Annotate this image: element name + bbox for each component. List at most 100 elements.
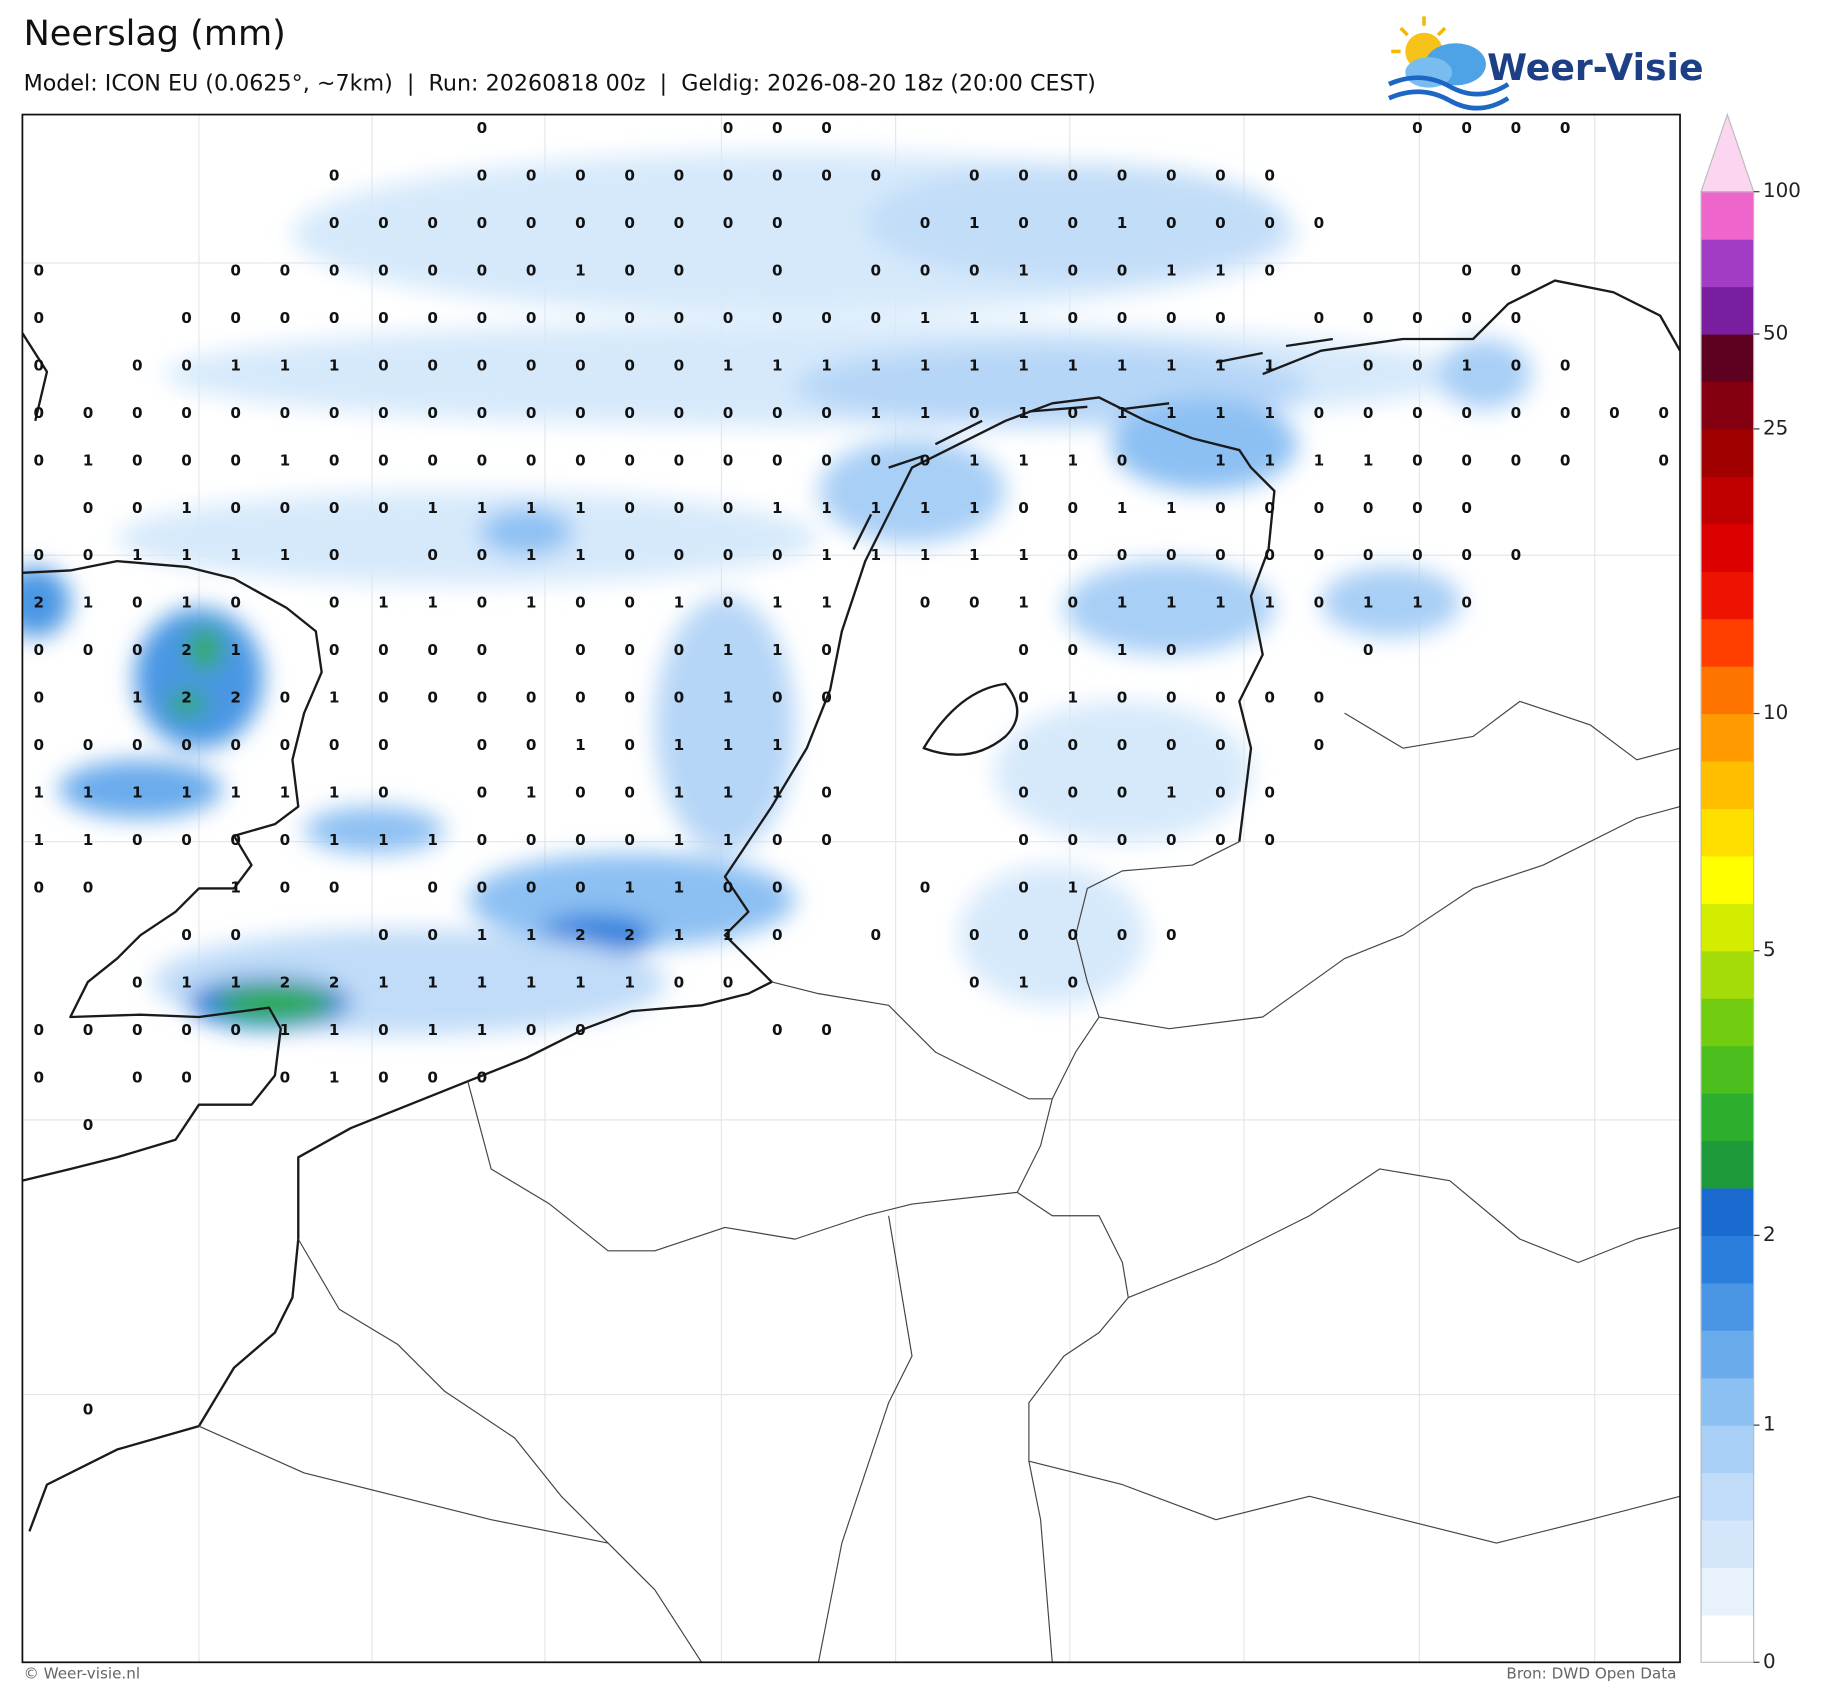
precip-value: 0 xyxy=(1314,546,1325,564)
precip-value: 0 xyxy=(378,1021,389,1039)
precip-value: 1 xyxy=(575,736,586,754)
precip-value: 0 xyxy=(1018,831,1029,849)
precip-value: 1 xyxy=(575,973,586,991)
precip-value: 1 xyxy=(526,499,537,517)
precip-value: 0 xyxy=(230,499,241,517)
colorbar-segment xyxy=(1701,428,1754,477)
precip-value: 0 xyxy=(723,878,734,896)
precip-value: 0 xyxy=(1314,689,1325,707)
precip-value: 0 xyxy=(1067,546,1078,564)
precip-value: 0 xyxy=(1067,641,1078,659)
precip-value: 0 xyxy=(1412,119,1423,137)
colorbar-tick-label: 50 xyxy=(1763,322,1788,345)
precip-value: 1 xyxy=(526,784,537,802)
precip-value: 1 xyxy=(674,784,685,802)
precip-value: 0 xyxy=(181,831,192,849)
precip-value: 1 xyxy=(1215,594,1226,612)
precip-value: 1 xyxy=(83,831,94,849)
precip-value: 0 xyxy=(1363,641,1374,659)
precip-value: 1 xyxy=(1018,546,1029,564)
subtitle: Model: ICON EU (0.0625°, ~7km) | Run: 20… xyxy=(24,71,1096,97)
precip-value: 0 xyxy=(1412,546,1423,564)
colorbar-segment xyxy=(1701,1093,1754,1142)
precip-value: 1 xyxy=(920,404,931,422)
precip-value: 1 xyxy=(427,499,438,517)
precip-value: 0 xyxy=(1018,499,1029,517)
precip-value: 1 xyxy=(723,926,734,944)
precip-value: 1 xyxy=(969,309,980,327)
precip-value: 2 xyxy=(575,926,586,944)
precip-value: 0 xyxy=(1560,356,1571,374)
precip-value: 1 xyxy=(1117,404,1128,422)
precip-value: 0 xyxy=(477,641,488,659)
precip-value: 1 xyxy=(1166,594,1177,612)
precip-value: 1 xyxy=(1018,451,1029,469)
precip-value: 0 xyxy=(723,546,734,564)
colorbar-frame xyxy=(1700,191,1755,1663)
precip-value: 1 xyxy=(1215,404,1226,422)
precip-value: 0 xyxy=(821,831,832,849)
precip-value: 0 xyxy=(477,451,488,469)
precip-value: 0 xyxy=(1067,214,1078,232)
precip-value: 1 xyxy=(280,784,291,802)
precip-value: 0 xyxy=(378,641,389,659)
precip-value: 0 xyxy=(969,404,980,422)
precip-value: 0 xyxy=(230,1021,241,1039)
precip-value: 0 xyxy=(477,404,488,422)
precip-value: 0 xyxy=(132,641,143,659)
precip-value: 0 xyxy=(1412,309,1423,327)
precip-value: 0 xyxy=(772,926,783,944)
precip-value: 0 xyxy=(674,309,685,327)
colorbar-segment xyxy=(1701,950,1754,999)
precip-value: 0 xyxy=(83,499,94,517)
precip-value: 0 xyxy=(1412,356,1423,374)
precip-value: 0 xyxy=(821,404,832,422)
precip-value: 0 xyxy=(1461,594,1472,612)
precip-value: 1 xyxy=(1018,261,1029,279)
precip-value: 1 xyxy=(378,831,389,849)
precip-value: 0 xyxy=(1117,926,1128,944)
precip-value: 0 xyxy=(329,499,340,517)
precip-value: 0 xyxy=(1560,404,1571,422)
precip-value: 1 xyxy=(772,594,783,612)
precip-value: 0 xyxy=(1067,167,1078,185)
precip-value: 1 xyxy=(230,784,241,802)
precip-value: 0 xyxy=(1117,736,1128,754)
precip-value: 1 xyxy=(871,404,882,422)
precip-value: 0 xyxy=(1412,451,1423,469)
precip-value: 0 xyxy=(477,878,488,896)
precip-values: 0 0 0 0 0 0 0 0 0 0 0 0 0 0 0 0 0 0 0 0 0 0 0 0 0 0 0 0 0 0 0 0 0 0 0 0 1 0 0 1… xyxy=(33,119,1668,1418)
precip-value: 0 xyxy=(1166,736,1177,754)
colorbar-segment xyxy=(1701,903,1754,952)
precip-value: 1 xyxy=(132,546,143,564)
precip-value: 1 xyxy=(920,309,931,327)
precip-value: 1 xyxy=(723,689,734,707)
precip-value: 0 xyxy=(624,689,635,707)
precip-value: 1 xyxy=(329,784,340,802)
precip-value: 0 xyxy=(132,973,143,991)
precip-value: 1 xyxy=(1166,356,1177,374)
precip-value: 1 xyxy=(723,784,734,802)
precip-value: 0 xyxy=(329,594,340,612)
precip-value: 0 xyxy=(378,451,389,469)
precip-value: 1 xyxy=(1314,451,1325,469)
precip-value: 0 xyxy=(674,641,685,659)
precip-value: 0 xyxy=(1264,831,1275,849)
precip-value: 1 xyxy=(674,831,685,849)
precip-value: 0 xyxy=(624,831,635,849)
precip-value: 0 xyxy=(1067,926,1078,944)
precip-value: 0 xyxy=(230,309,241,327)
precip-value: 2 xyxy=(230,689,241,707)
precip-value: 1 xyxy=(329,1068,340,1086)
precip-value: 1 xyxy=(674,878,685,896)
precip-value: 1 xyxy=(1117,214,1128,232)
precip-value: 0 xyxy=(1609,404,1620,422)
precip-value: 0 xyxy=(477,784,488,802)
colorbar-segment xyxy=(1701,760,1754,809)
precip-value: 0 xyxy=(821,641,832,659)
precip-value: 0 xyxy=(674,404,685,422)
precip-value: 0 xyxy=(1166,309,1177,327)
precip-value: 1 xyxy=(1363,594,1374,612)
precip-value: 1 xyxy=(1018,404,1029,422)
